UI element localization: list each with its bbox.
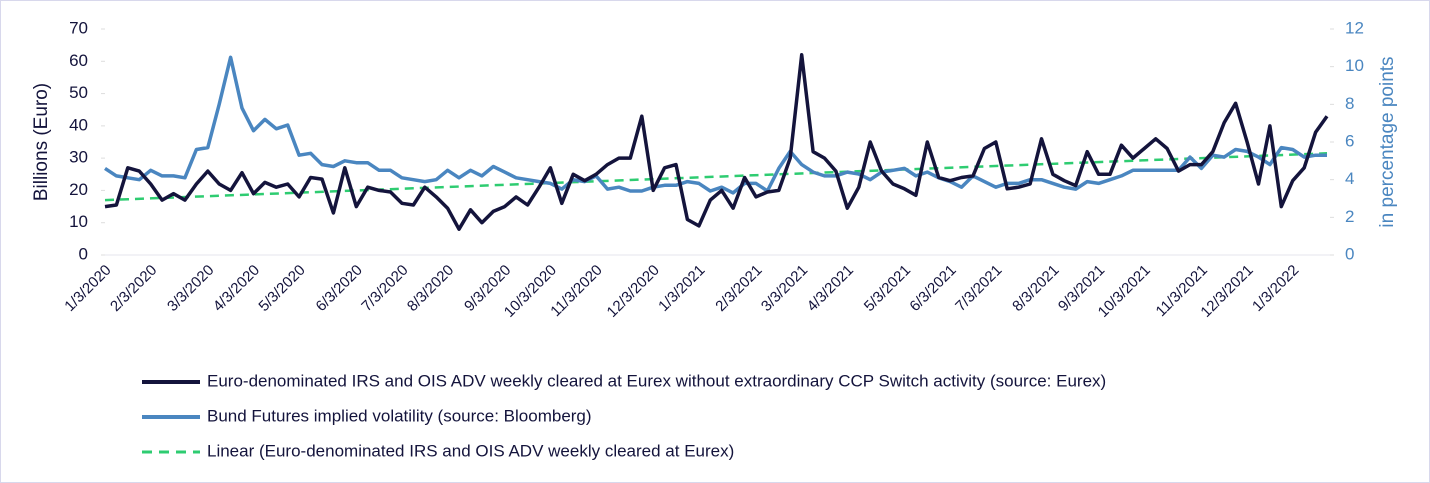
y-tick-label: 50 xyxy=(69,83,88,102)
y2-tick-label: 8 xyxy=(1345,94,1354,113)
y2-tick-label: 2 xyxy=(1345,207,1354,226)
legend-label: Euro-denominated IRS and OIS ADV weekly … xyxy=(207,371,1106,390)
y-tick-label: 60 xyxy=(69,51,88,70)
y-tick-label: 20 xyxy=(69,180,88,199)
y2-tick-label: 0 xyxy=(1345,244,1354,263)
legend-label: Bund Futures implied volatility (source:… xyxy=(207,406,592,425)
legend-label: Linear (Euro-denominated IRS and OIS ADV… xyxy=(207,441,734,460)
trendline xyxy=(104,152,1328,202)
y2-tick-label: 6 xyxy=(1345,131,1354,150)
y2-tick-label: 12 xyxy=(1345,18,1364,37)
series-line xyxy=(104,55,1327,195)
y-tick-label: 40 xyxy=(69,115,88,134)
y2-axis-label: in percentage points xyxy=(1377,56,1398,227)
y-tick-label: 0 xyxy=(79,244,88,263)
y-axis-label: Billions (Euro) xyxy=(31,83,52,201)
y2-tick-label: 4 xyxy=(1345,169,1354,188)
y2-tick-label: 10 xyxy=(1345,56,1364,75)
y-tick-label: 70 xyxy=(69,18,88,37)
y-tick-label: 10 xyxy=(69,212,88,231)
y-tick-label: 30 xyxy=(69,148,88,167)
series-line xyxy=(104,53,1329,231)
